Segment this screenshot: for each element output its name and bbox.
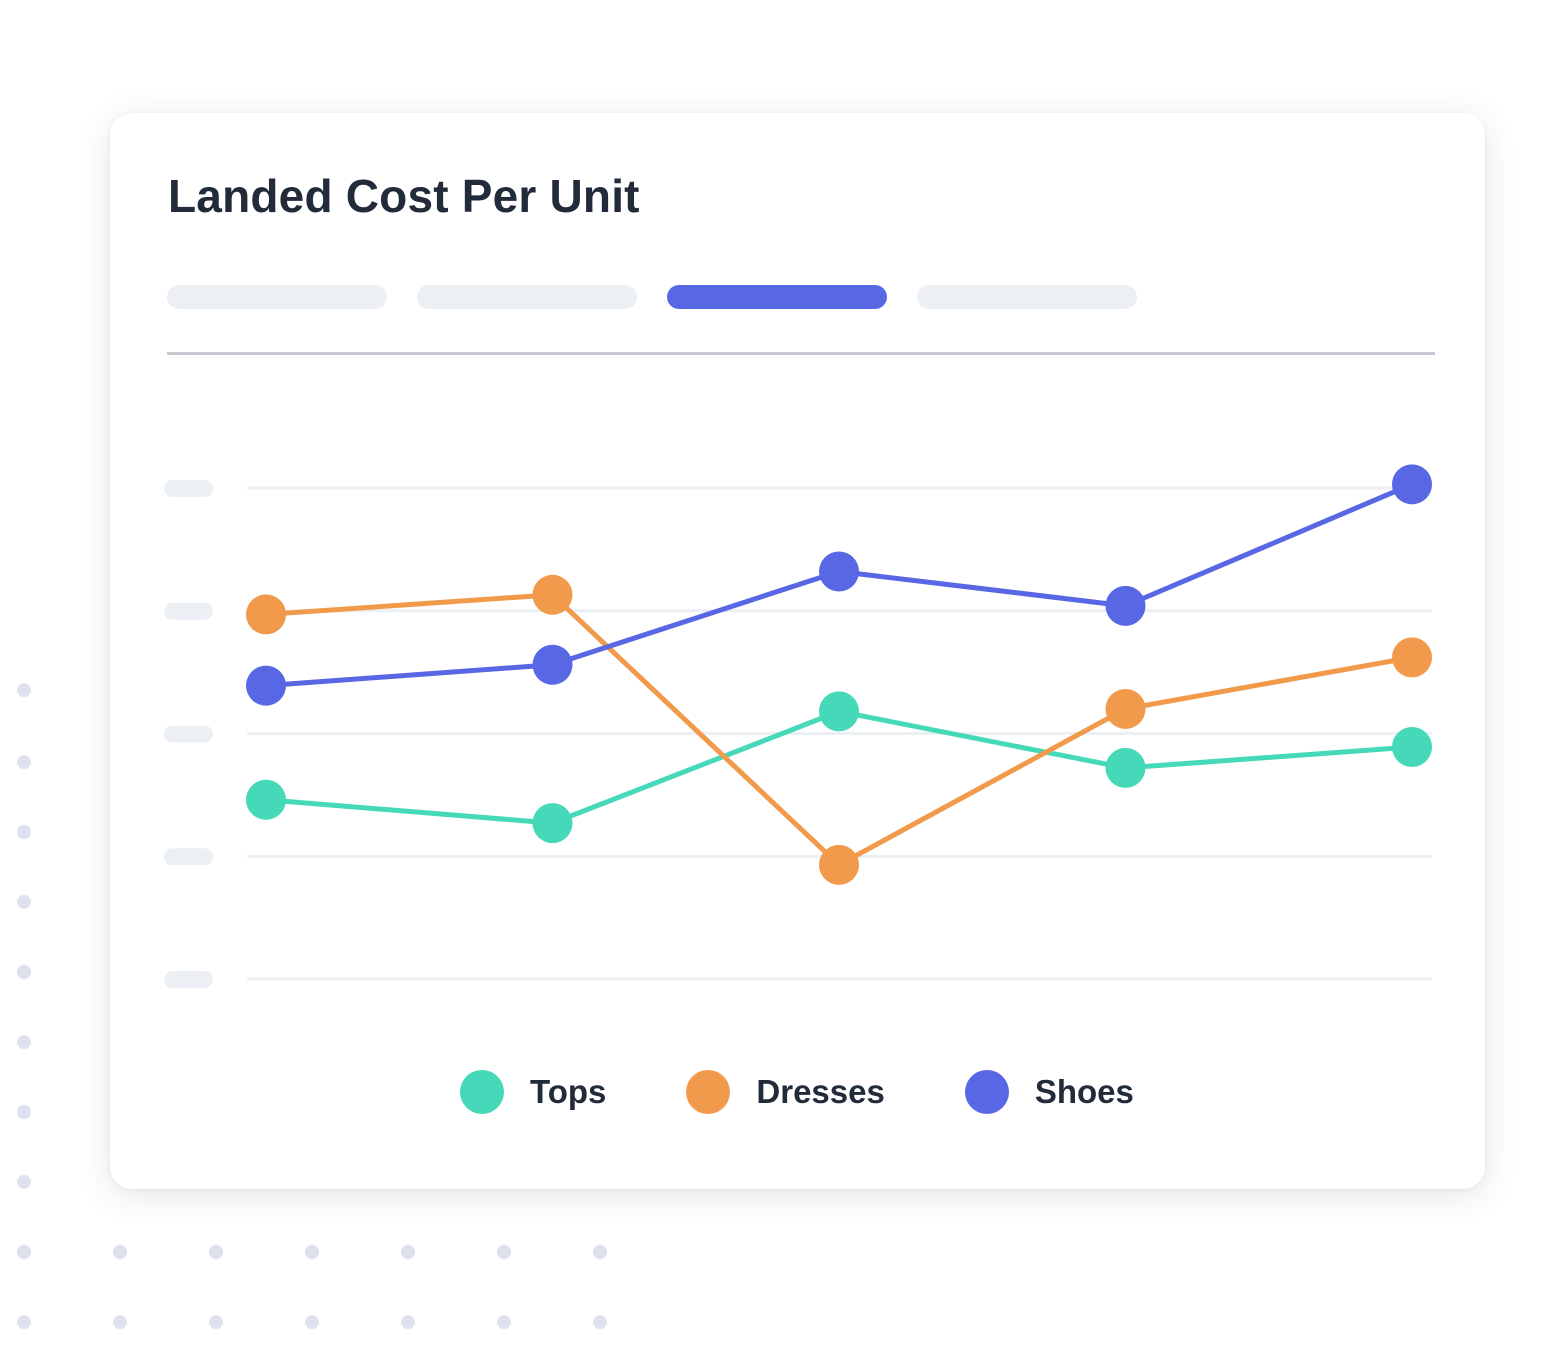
data-point-tops (246, 779, 286, 820)
decor-dot (497, 1315, 511, 1329)
data-point-dresses (1392, 637, 1432, 678)
decor-dot (17, 1105, 31, 1119)
decor-dot (17, 1315, 31, 1329)
data-point-shoes (532, 644, 573, 685)
data-point-tops (819, 691, 859, 732)
tab-3-active[interactable] (667, 285, 887, 309)
decor-dot (209, 1245, 223, 1259)
data-point-shoes (1392, 464, 1432, 505)
legend-item-shoes[interactable]: Shoes (964, 1070, 1134, 1114)
data-point-dresses (819, 844, 859, 885)
data-point-shoes (246, 665, 286, 706)
legend-item-tops[interactable]: Tops (460, 1070, 606, 1114)
chart-card: Landed Cost Per Unit Tops Dresses Shoes (110, 113, 1485, 1189)
legend-item-dresses[interactable]: Dresses (686, 1070, 885, 1114)
y-tick-label-placeholder (164, 848, 213, 866)
decor-dot (593, 1315, 607, 1329)
y-tick-label-placeholder (164, 971, 213, 988)
data-point-tops (1105, 747, 1146, 788)
decor-dot (305, 1315, 319, 1329)
legend-label-tops: Tops (530, 1073, 607, 1110)
decor-dot (17, 825, 31, 839)
decor-dot (113, 1315, 127, 1329)
line-chart (164, 464, 1432, 988)
decor-dot (401, 1315, 415, 1329)
data-point-tops (1392, 727, 1432, 768)
legend-label-shoes: Shoes (1034, 1073, 1134, 1110)
decor-dot (401, 1245, 415, 1259)
decor-dot (593, 1245, 607, 1259)
decor-dot (17, 1245, 31, 1259)
decor-dot (497, 1245, 511, 1259)
decor-dot (305, 1245, 319, 1259)
legend-label-dresses: Dresses (756, 1073, 885, 1110)
tab-4[interactable] (917, 285, 1137, 309)
decor-dot (209, 1315, 223, 1329)
decor-dot (17, 1175, 31, 1189)
data-point-shoes (1105, 585, 1146, 626)
decor-dot (17, 683, 31, 697)
y-tick-label-placeholder (164, 602, 213, 620)
data-point-tops (532, 803, 573, 844)
decor-dot (17, 965, 31, 979)
data-point-dresses (246, 594, 286, 635)
y-tick-label-placeholder (164, 480, 213, 497)
chart-title: Landed Cost Per Unit (168, 170, 640, 222)
decor-dot (17, 895, 31, 909)
legend-swatch-shoes (964, 1070, 1009, 1114)
decor-dot (113, 1245, 127, 1259)
y-tick-label-placeholder (164, 725, 213, 743)
legend-swatch-dresses (686, 1070, 731, 1114)
tab-1[interactable] (167, 285, 387, 309)
data-point-dresses (1105, 688, 1146, 729)
decor-dot (17, 1035, 31, 1049)
data-point-dresses (532, 574, 573, 615)
chart-legend: Tops Dresses Shoes (460, 1067, 1134, 1117)
tab-2[interactable] (417, 285, 637, 309)
data-point-shoes (819, 551, 859, 592)
tab-divider (167, 352, 1435, 355)
decor-dot (17, 755, 31, 769)
legend-swatch-tops (460, 1070, 504, 1114)
